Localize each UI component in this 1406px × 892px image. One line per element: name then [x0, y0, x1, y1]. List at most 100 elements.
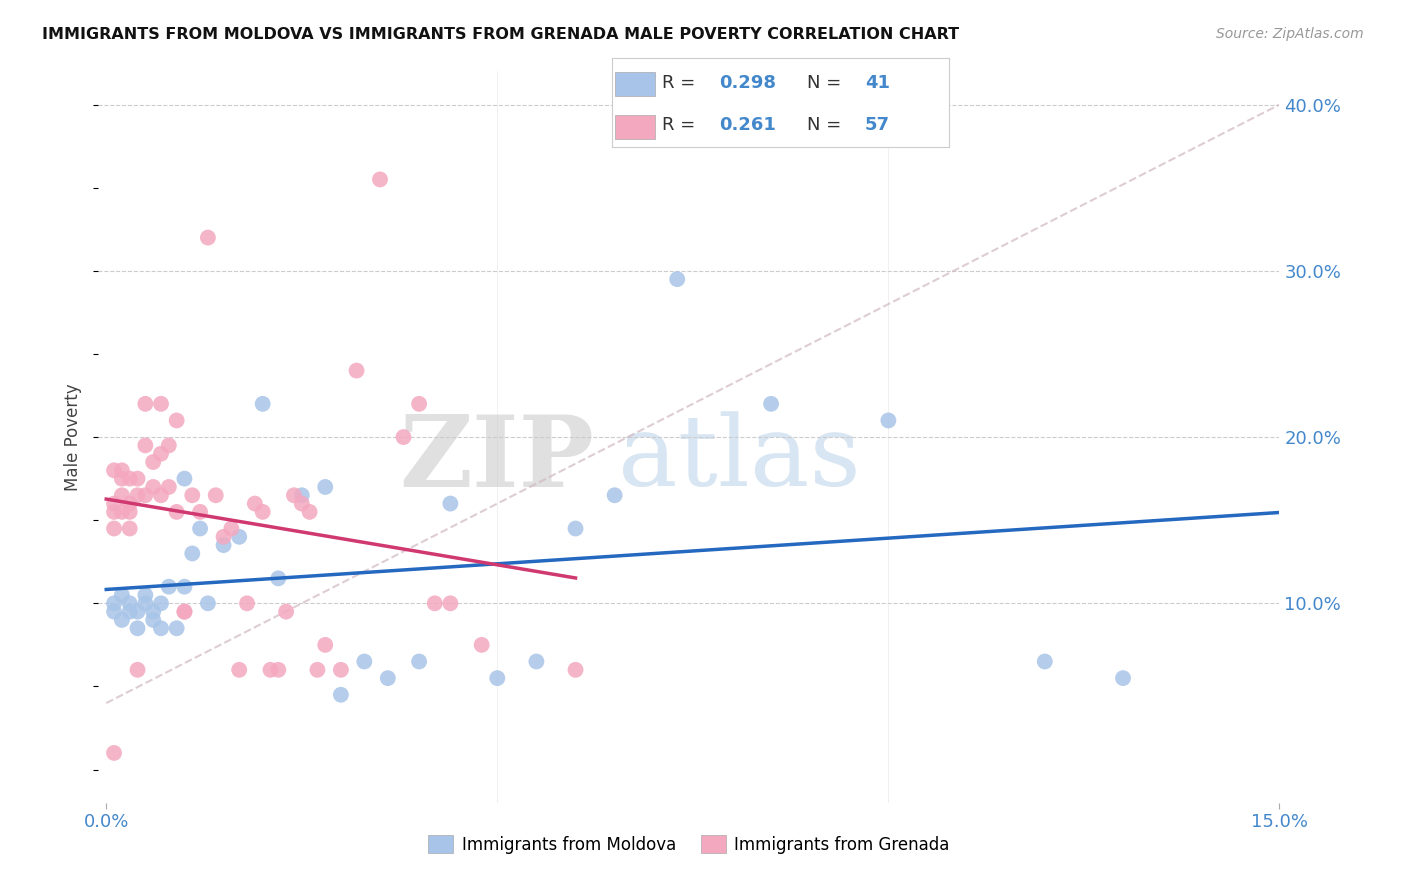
Point	[157, 580, 180, 594]
Text: R =: R =	[662, 74, 702, 92]
Point	[118, 472, 141, 486]
FancyBboxPatch shape	[614, 115, 655, 139]
Point	[181, 546, 204, 560]
Point	[526, 655, 548, 669]
Point	[188, 505, 211, 519]
Point	[212, 530, 235, 544]
Point	[212, 538, 235, 552]
Point	[118, 605, 141, 619]
Point	[142, 480, 165, 494]
Point	[103, 497, 125, 511]
Point	[118, 497, 141, 511]
Point	[188, 521, 211, 535]
Point	[877, 413, 900, 427]
Point	[103, 596, 125, 610]
Point	[252, 505, 274, 519]
Point	[439, 497, 461, 511]
Point	[157, 438, 180, 452]
Point	[314, 638, 336, 652]
Point	[134, 397, 156, 411]
Point	[564, 521, 586, 535]
Point	[173, 605, 195, 619]
Text: 57: 57	[865, 116, 890, 134]
Point	[267, 663, 290, 677]
Point	[111, 463, 134, 477]
Text: atlas: atlas	[619, 411, 860, 507]
Point	[603, 488, 626, 502]
Point	[236, 596, 259, 610]
Point	[111, 488, 134, 502]
Point	[759, 397, 782, 411]
Point	[666, 272, 689, 286]
Point	[392, 430, 415, 444]
Point	[197, 596, 219, 610]
Point	[377, 671, 399, 685]
Point	[150, 397, 173, 411]
Point	[127, 663, 149, 677]
Point	[118, 521, 141, 535]
Point	[283, 488, 305, 502]
Point	[103, 605, 125, 619]
Point	[142, 605, 165, 619]
Text: 41: 41	[865, 74, 890, 92]
Point	[173, 472, 195, 486]
Point	[267, 571, 290, 585]
Point	[291, 488, 314, 502]
Point	[173, 605, 195, 619]
Point	[423, 596, 446, 610]
Point	[111, 588, 134, 602]
Point	[134, 438, 156, 452]
Text: IMMIGRANTS FROM MOLDOVA VS IMMIGRANTS FROM GRENADA MALE POVERTY CORRELATION CHAR: IMMIGRANTS FROM MOLDOVA VS IMMIGRANTS FR…	[42, 27, 959, 42]
Point	[166, 621, 188, 635]
Point	[368, 172, 391, 186]
Point	[408, 655, 430, 669]
Point	[181, 488, 204, 502]
Point	[204, 488, 226, 502]
Point	[103, 521, 125, 535]
FancyBboxPatch shape	[614, 72, 655, 96]
Point	[329, 688, 352, 702]
Point	[173, 580, 195, 594]
Point	[134, 588, 156, 602]
Point	[276, 605, 298, 619]
Point	[127, 488, 149, 502]
Point	[471, 638, 494, 652]
Text: N =: N =	[807, 74, 848, 92]
Text: 0.298: 0.298	[720, 74, 776, 92]
Point	[228, 530, 250, 544]
Point	[346, 363, 368, 377]
Text: R =: R =	[662, 116, 702, 134]
Point	[197, 230, 219, 244]
Point	[353, 655, 375, 669]
Point	[1112, 671, 1135, 685]
Text: N =: N =	[807, 116, 848, 134]
Point	[150, 447, 173, 461]
Point	[118, 505, 141, 519]
Point	[564, 663, 586, 677]
Text: 0.261: 0.261	[720, 116, 776, 134]
Point	[486, 671, 509, 685]
Point	[221, 521, 243, 535]
Text: ZIP: ZIP	[399, 410, 595, 508]
Point	[111, 613, 134, 627]
Point	[408, 397, 430, 411]
Point	[142, 613, 165, 627]
Point	[142, 455, 165, 469]
Point	[228, 663, 250, 677]
Point	[127, 621, 149, 635]
Point	[134, 488, 156, 502]
Legend: Immigrants from Moldova, Immigrants from Grenada: Immigrants from Moldova, Immigrants from…	[422, 829, 956, 860]
Point	[134, 596, 156, 610]
Point	[111, 472, 134, 486]
Point	[150, 596, 173, 610]
Point	[1033, 655, 1056, 669]
Point	[111, 505, 134, 519]
Point	[103, 746, 125, 760]
Point	[166, 505, 188, 519]
Point	[150, 621, 173, 635]
Point	[150, 488, 173, 502]
Point	[127, 605, 149, 619]
Text: Source: ZipAtlas.com: Source: ZipAtlas.com	[1216, 27, 1364, 41]
Point	[157, 480, 180, 494]
Point	[243, 497, 266, 511]
